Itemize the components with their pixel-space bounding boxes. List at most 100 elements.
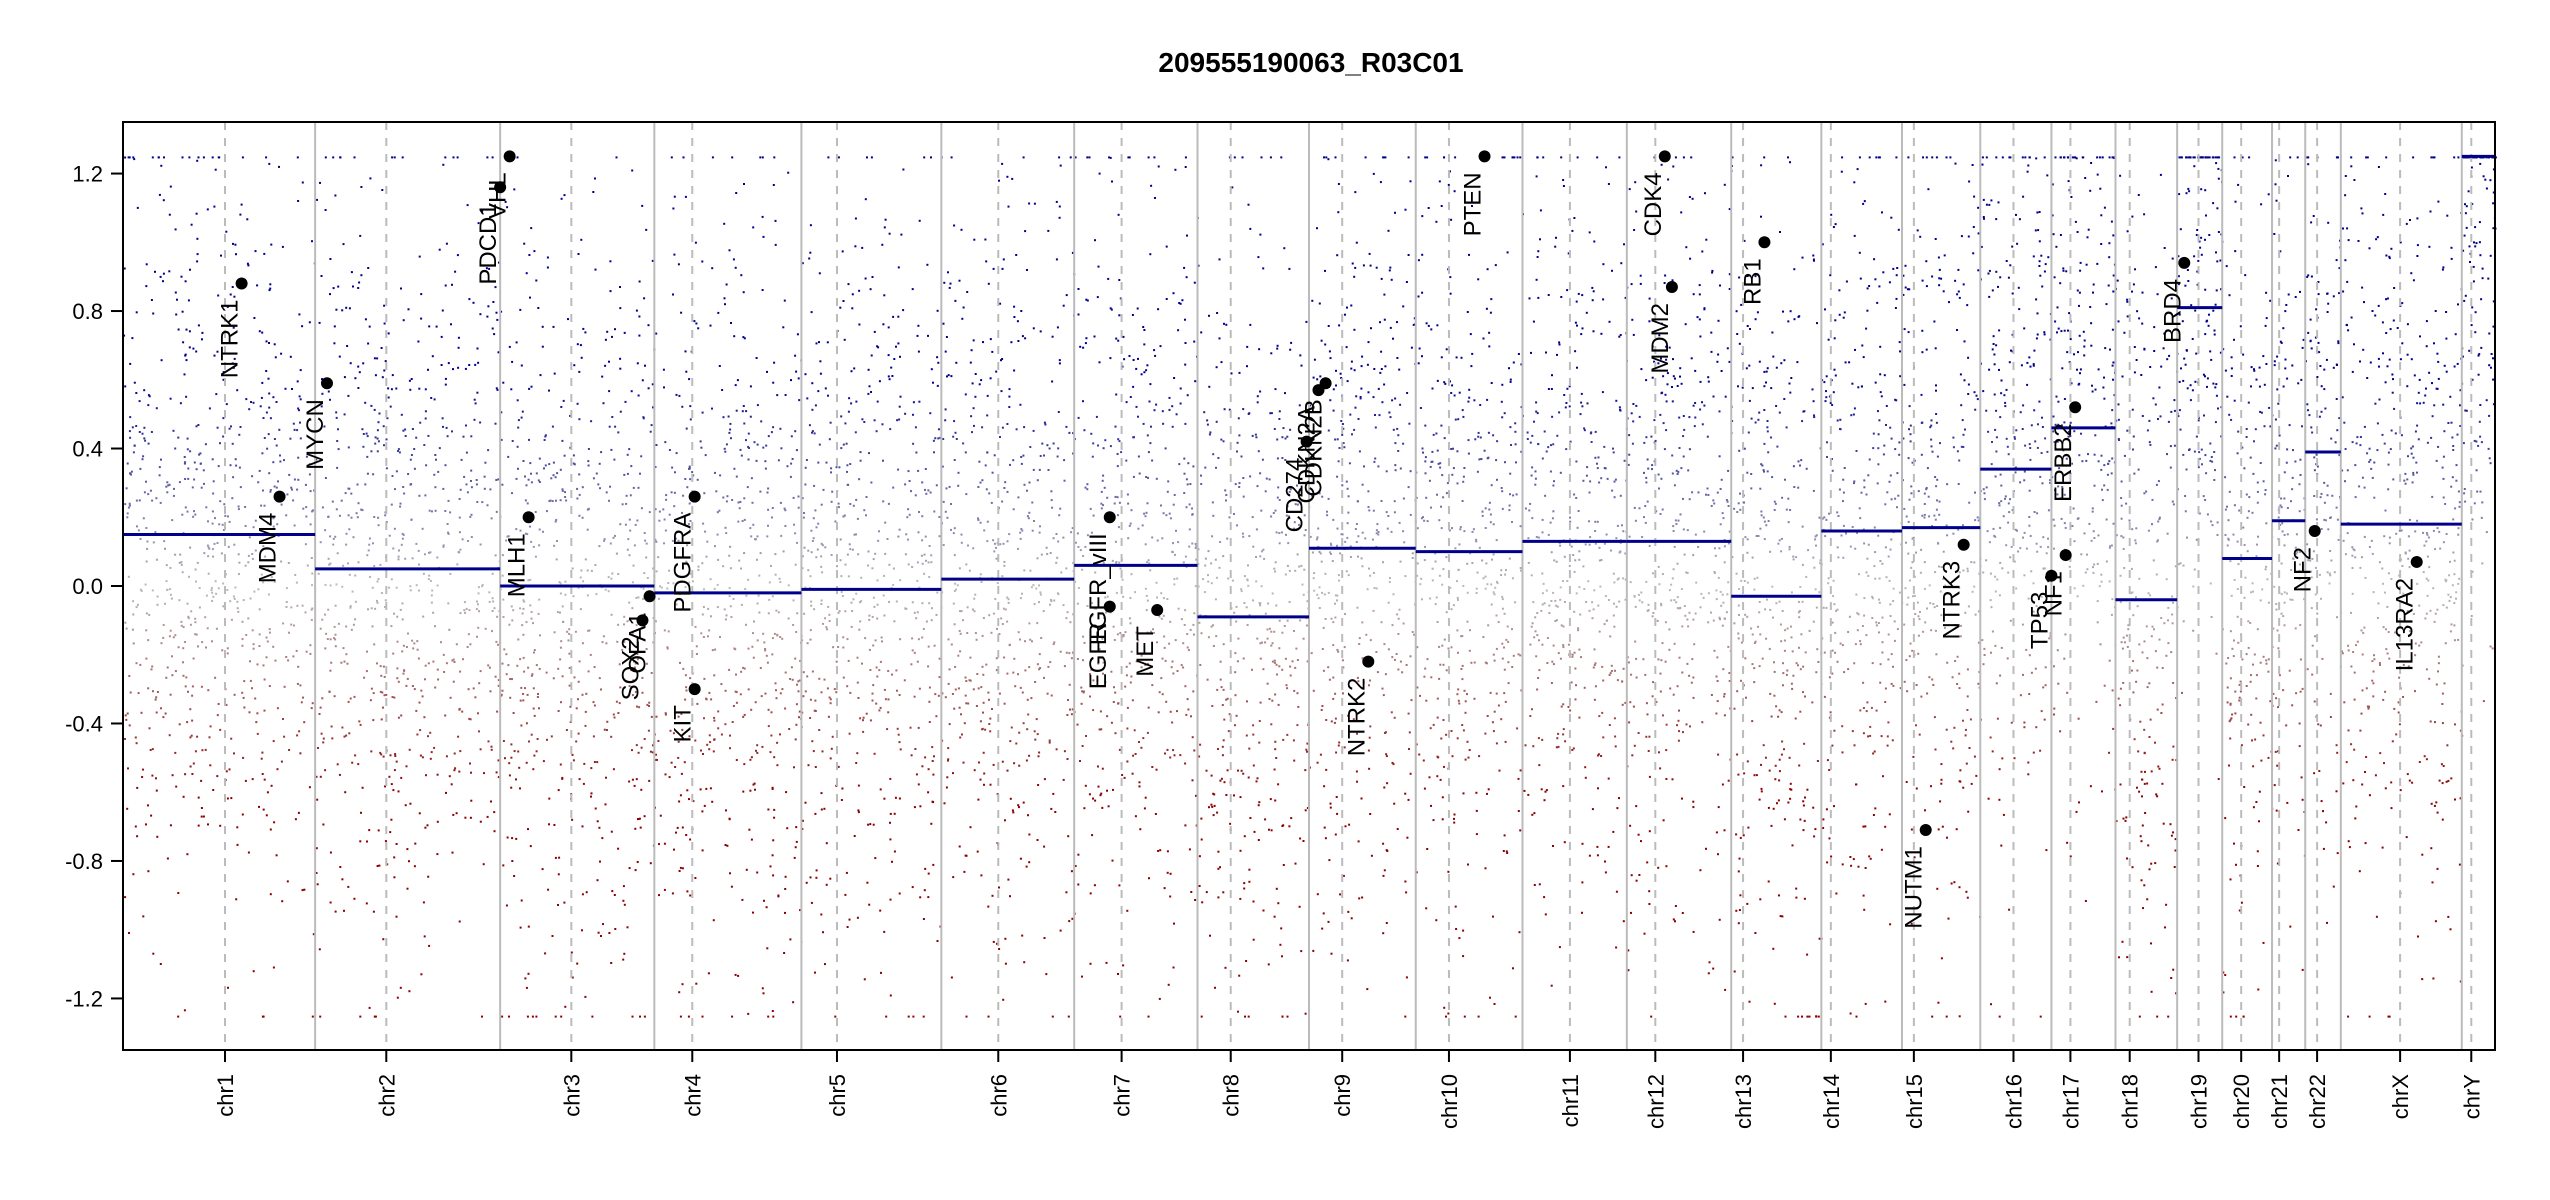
probe-points-chr9 bbox=[1309, 156, 1418, 1018]
x-tick-label-chr9: chr9 bbox=[1330, 1074, 1355, 1117]
x-tick-label-chr18: chr18 bbox=[2118, 1074, 2143, 1129]
gene-label-BRD4: BRD4 bbox=[2159, 279, 2186, 343]
gene-label-MLH1: MLH1 bbox=[504, 533, 531, 597]
gene-point-CDKN2B bbox=[1319, 377, 1332, 390]
x-tick-label-chr15: chr15 bbox=[1902, 1074, 1927, 1129]
gene-point-RB1 bbox=[1758, 236, 1771, 249]
gene-point-MYCN bbox=[320, 377, 333, 390]
gene-point-MET bbox=[1151, 604, 1164, 617]
gene-label-CDKN2B: CDKN2B bbox=[1301, 399, 1328, 496]
y-tick-label: -0.8 bbox=[65, 849, 103, 874]
probe-points bbox=[123, 156, 2497, 1018]
x-tick-label-chr20: chr20 bbox=[2229, 1074, 2254, 1129]
gene-point-CDK4 bbox=[1658, 150, 1671, 163]
probe-points-chr1 bbox=[123, 156, 316, 1018]
y-axis: -1.2 -0.8 -0.4 0.0 0.4 0.8 1.2 bbox=[65, 162, 123, 1011]
gene-point-NTRK1 bbox=[235, 277, 248, 290]
gene-point-ERBB2 bbox=[2069, 401, 2082, 414]
gene-point-NTRK3 bbox=[1957, 538, 1970, 551]
gene-label-OFA1: OFA1 bbox=[625, 612, 652, 673]
gene-point-MLH1 bbox=[522, 511, 535, 524]
gene-label-EGFR_vIII: EGFR_vIII bbox=[1085, 533, 1112, 645]
x-tick-label-chr14: chr14 bbox=[1819, 1074, 1844, 1129]
probe-points-chrY bbox=[2461, 156, 2497, 703]
gene-point-CD274 bbox=[1300, 435, 1313, 448]
x-tick-label-chr6: chr6 bbox=[986, 1074, 1011, 1117]
chart-title: 209555190063_R03C01 bbox=[1158, 47, 1463, 78]
gene-label-NTRK2: NTRK2 bbox=[1343, 678, 1370, 757]
x-tick-label-chr13: chr13 bbox=[1731, 1074, 1756, 1129]
probe-points-chr5 bbox=[801, 156, 944, 1018]
x-axis: chr1 chr2 chr3 chr4 chr5 chr6 chr7 chr8 chr9 chr1… bbox=[213, 1050, 2484, 1129]
x-tick-label-chr12: chr12 bbox=[1643, 1074, 1668, 1129]
probe-points-chr16 bbox=[1980, 156, 2054, 1018]
gene-label-PDGFRA: PDGFRA bbox=[670, 513, 697, 613]
y-tick-label: -1.2 bbox=[65, 986, 103, 1011]
gene-label-PDCD1: PDCD1 bbox=[475, 203, 502, 284]
gene-point-MDM2 bbox=[1665, 280, 1678, 293]
gene-label-NF1: NF1 bbox=[2041, 571, 2068, 616]
gene-label-MDM2: MDM2 bbox=[1647, 303, 1674, 374]
gene-point-TP53 bbox=[2045, 569, 2058, 582]
gene-label-NTRK1: NTRK1 bbox=[217, 300, 244, 379]
x-tick-label-chr11: chr11 bbox=[1558, 1074, 1583, 1127]
probe-points-chr22 bbox=[2306, 156, 2343, 924]
gene-label-EGFR: EGFR bbox=[1085, 623, 1112, 690]
gene-label-RB1: RB1 bbox=[1739, 258, 1766, 305]
gene-point-PDCD1 bbox=[494, 181, 507, 194]
x-tick-label-chr10: chr10 bbox=[1437, 1074, 1462, 1129]
gene-point-MDM4 bbox=[273, 490, 286, 503]
gene-point-EGFR_vIII bbox=[1103, 511, 1116, 524]
probe-points-chr12 bbox=[1627, 156, 1734, 1018]
gene-label-PTEN: PTEN bbox=[1460, 172, 1487, 236]
probe-points-chr11 bbox=[1523, 156, 1629, 987]
probe-points-chr4 bbox=[654, 156, 804, 1018]
gene-point-SOX2 bbox=[636, 614, 649, 627]
x-tick-label-chrY: chrY bbox=[2459, 1074, 2484, 1120]
gene-label-NTRK3: NTRK3 bbox=[1939, 561, 1966, 640]
gene-point-KIT bbox=[688, 683, 701, 696]
gene-point-NF1 bbox=[2059, 549, 2072, 562]
x-tick-label-chr16: chr16 bbox=[2001, 1074, 2026, 1129]
segment-lines bbox=[123, 154, 2495, 619]
x-tick-label-chr5: chr5 bbox=[825, 1074, 850, 1117]
gene-label-IL13RA2: IL13RA2 bbox=[2392, 578, 2419, 671]
probe-points-chr19 bbox=[2177, 156, 2225, 780]
gene-point-BRD4 bbox=[2178, 256, 2191, 269]
gene-point-PTEN bbox=[1478, 150, 1491, 163]
probe-points-chr6 bbox=[941, 156, 1077, 1018]
gene-label-SOX2: SOX2 bbox=[617, 636, 644, 700]
probe-points-chr10 bbox=[1416, 156, 1524, 1018]
y-tick-label: 0.8 bbox=[72, 299, 103, 324]
y-tick-label: 0.0 bbox=[72, 574, 103, 599]
probe-points-chr3 bbox=[500, 156, 657, 1018]
gene-label-CDKN2A: CDKN2A bbox=[1293, 406, 1320, 503]
probe-points-chrX bbox=[2341, 156, 2464, 1018]
gene-label-NF2: NF2 bbox=[2290, 547, 2317, 592]
gene-label-CD274: CD274 bbox=[1282, 458, 1309, 533]
y-tick-label: 0.4 bbox=[72, 437, 103, 462]
probe-points-chr20 bbox=[2222, 156, 2274, 1018]
probe-points-chr7 bbox=[1074, 156, 1200, 1018]
x-tick-label-chr7: chr7 bbox=[1110, 1074, 1135, 1117]
probe-points-chr17 bbox=[2051, 156, 2118, 902]
gene-point-PDGFRA bbox=[688, 490, 701, 503]
gene-label-KIT: KIT bbox=[670, 705, 697, 743]
gene-label-NUTM1: NUTM1 bbox=[1901, 846, 1928, 929]
x-tick-label-chr19: chr19 bbox=[2187, 1074, 2212, 1129]
gene-point-VHL bbox=[503, 150, 516, 163]
gene-point-NUTM1 bbox=[1919, 824, 1932, 837]
x-tick-label-chr22: chr22 bbox=[2305, 1074, 2330, 1129]
x-tick-label-chr4: chr4 bbox=[680, 1074, 705, 1117]
gene-point-EGFR bbox=[1103, 600, 1116, 613]
gene-label-MET: MET bbox=[1132, 626, 1159, 677]
gene-label-MYCN: MYCN bbox=[302, 399, 329, 470]
probe-points-chr18 bbox=[2115, 173, 2179, 1018]
x-tick-label-chr2: chr2 bbox=[374, 1074, 399, 1117]
y-tick-label: 1.2 bbox=[72, 162, 103, 187]
gene-point-IL13RA2 bbox=[2410, 555, 2423, 568]
gene-point-OFA1 bbox=[643, 590, 656, 603]
gene-label-VHL: VHL bbox=[485, 172, 512, 219]
